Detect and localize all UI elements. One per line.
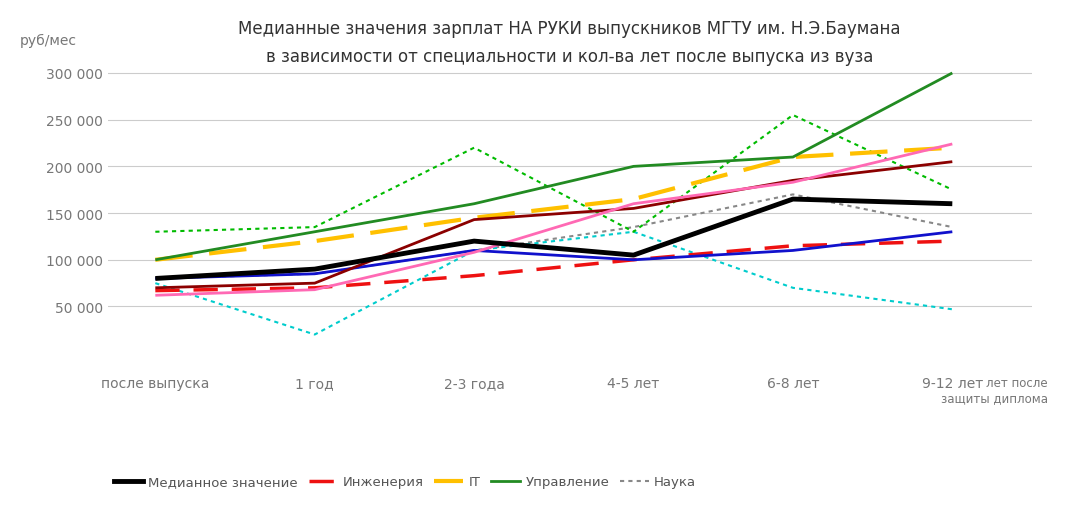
Text: 4-5 лет: 4-5 лет [607, 376, 660, 390]
Text: в зависимости от специальности и кол-ва лет после выпуска из вуза: в зависимости от специальности и кол-ва … [267, 48, 873, 66]
Text: после выпуска: после выпуска [101, 376, 210, 390]
Text: 2-3 года: 2-3 года [444, 376, 504, 390]
Text: Медианные значения зарплат НА РУКИ выпускников МГТУ им. Н.Э.Баумана: Медианные значения зарплат НА РУКИ выпус… [239, 20, 901, 38]
Text: руб/мес: руб/мес [19, 33, 76, 47]
Text: 6-8 лет: 6-8 лет [766, 376, 819, 390]
Text: лет после
защиты диплома: лет после защиты диплома [941, 376, 1048, 404]
Text: 9-12 лет: 9-12 лет [921, 376, 983, 390]
Text: 1 год: 1 год [296, 376, 334, 390]
